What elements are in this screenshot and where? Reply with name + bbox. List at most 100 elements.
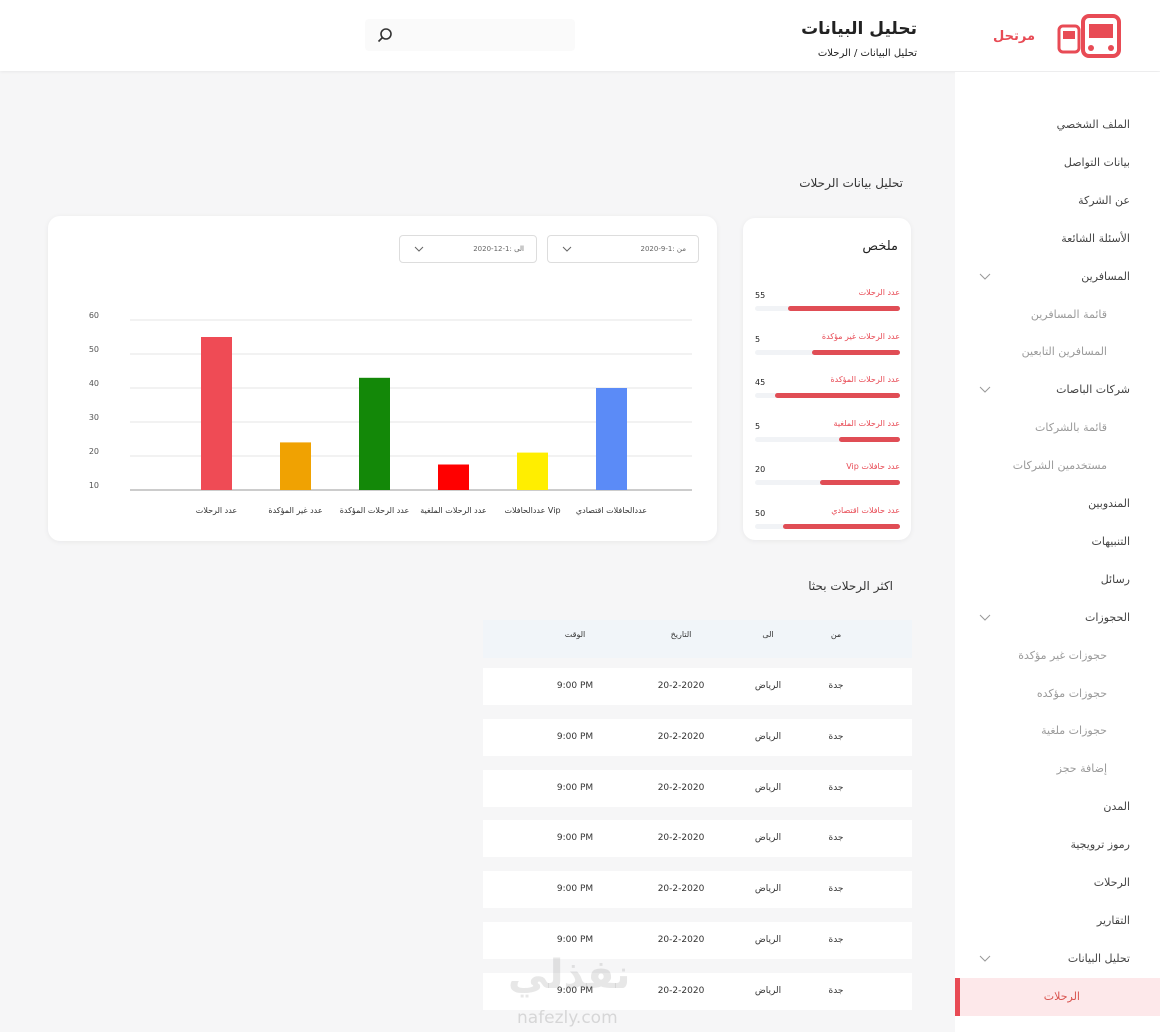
search-icon xyxy=(377,28,392,43)
nav-label: الملف الشخصي xyxy=(1056,118,1130,131)
nav-subitem[interactable]: قائمة بالشركات xyxy=(955,409,1160,447)
section-title: تحليل بيانات الرحلات xyxy=(799,176,903,190)
nav-subitem[interactable]: حجوزات غير مؤكدة xyxy=(955,637,1160,675)
table-cell: جدة xyxy=(828,985,844,996)
date-from[interactable]: من :1-9-2020 xyxy=(547,235,699,263)
search-box[interactable] xyxy=(365,19,575,51)
summary-value: 55 xyxy=(755,291,766,300)
table-cell: جدة xyxy=(828,935,844,945)
table-cell: 20-2-2020 xyxy=(657,782,705,793)
table-cell: 9:00 PM xyxy=(556,833,594,844)
column-header: التاريخ xyxy=(670,630,692,639)
nav-subitem[interactable]: الرحلات xyxy=(955,977,1160,1016)
y-tick-label: 60 xyxy=(89,311,99,320)
breadcrumb[interactable]: تحليل البيانات / الرحلات xyxy=(817,48,917,59)
chevron xyxy=(979,614,991,621)
x-tick-label: عددالحافلات اقتصادي xyxy=(576,506,647,515)
date-to[interactable]: الى :1-12-2020 xyxy=(399,235,537,263)
nav-label: التنبيهات xyxy=(1091,534,1130,548)
summary-title: ملخص xyxy=(862,239,898,254)
table-row[interactable]: جدة الرياض 20-2-2020 9:00 PM xyxy=(483,668,912,705)
summary-label: عدد الرحلات xyxy=(858,288,900,297)
y-tick-label: 40 xyxy=(89,379,99,388)
chevron xyxy=(979,955,991,962)
nav-item[interactable]: التقارير xyxy=(955,902,1160,940)
summary-label: عدد حافلات Vip xyxy=(846,462,900,472)
nav-item[interactable]: التنبيهات xyxy=(955,523,1160,561)
table-cell: الرياض xyxy=(754,935,782,945)
nav-item[interactable]: عن الشركة xyxy=(955,182,1160,220)
y-tick-label: 10 xyxy=(89,481,99,490)
table-row[interactable]: جدة الرياض 20-2-2020 9:00 PM xyxy=(483,769,912,807)
nav-subitem[interactable]: مستخدمين الشركات xyxy=(955,447,1160,485)
column-header: الوقت xyxy=(564,630,586,639)
nav-label: رموز ترويجية xyxy=(1070,838,1130,852)
table-row[interactable]: جدة الرياض 20-2-2020 9:00 PM xyxy=(483,972,912,1010)
table-cell: الرياض xyxy=(754,782,782,793)
nav-sublabel: قائمة بالشركات xyxy=(1034,421,1107,435)
chevron xyxy=(979,386,991,394)
bar xyxy=(517,452,548,490)
nav-sublabel: إضافة حجز xyxy=(1056,762,1107,776)
table-cell: الرياض xyxy=(754,681,782,691)
table-row[interactable]: جدة الرياض 20-2-2020 9:00 PM xyxy=(483,922,912,959)
table-row[interactable]: جدة الرياض 20-2-2020 9:00 PM xyxy=(483,820,912,858)
chevron xyxy=(979,273,991,280)
table-cell: 9:00 PM xyxy=(556,681,594,691)
y-tick-label: 20 xyxy=(89,447,99,456)
date-from-label: من :1-9-2020 xyxy=(640,245,687,253)
nav-item[interactable]: الرحلات xyxy=(955,864,1160,902)
table-cell: 9:00 PM xyxy=(556,935,594,945)
table-row[interactable]: جدة الرياض 20-2-2020 9:00 PM xyxy=(483,871,912,909)
column-header: الى xyxy=(762,630,774,639)
table-cell: 20-2-2020 xyxy=(657,985,705,996)
table-cell: الرياض xyxy=(754,731,782,742)
nav-subitem[interactable]: إضافة حجز xyxy=(955,750,1160,788)
progress-bar xyxy=(839,436,900,442)
table-row[interactable]: جدة الرياض 20-2-2020 9:00 PM xyxy=(483,718,912,756)
table-cell: 9:00 PM xyxy=(556,731,594,742)
table-cell: الرياض xyxy=(754,985,782,996)
summary-value: 20 xyxy=(755,465,766,475)
nav-item[interactable]: المدن xyxy=(955,788,1160,826)
nav-item[interactable]: المندوبين xyxy=(955,485,1160,523)
chevron-line xyxy=(979,955,991,962)
nav-subitem[interactable]: حجوزات ملغية xyxy=(955,712,1160,750)
chevron-line xyxy=(979,614,991,621)
table-cell: 9:00 PM xyxy=(556,782,594,793)
nav-item[interactable]: الأسئلة الشائعة xyxy=(955,220,1160,258)
table-cell: 20-2-2020 xyxy=(657,935,705,945)
progress-bar xyxy=(775,393,900,399)
progress-bar xyxy=(782,524,900,529)
nav-subitem[interactable]: المسافرين التابعين xyxy=(955,333,1160,371)
nav-sublabel: مستخدمين الشركات xyxy=(1012,459,1107,473)
summary-label: عدد الرحلات الملغية xyxy=(833,418,900,428)
nav-label: المدن xyxy=(1103,800,1130,814)
nav-item[interactable]: تحليل البيانات xyxy=(955,940,1160,978)
nav-item[interactable]: رسائل xyxy=(955,561,1160,599)
header: مرتحل تحليل البيانات تحليل البيانات / ال… xyxy=(0,0,1160,71)
y-tick-label: 30 xyxy=(89,413,99,422)
nav-sublabel: حجوزات ملغية xyxy=(1041,724,1107,738)
x-tick-label: Vip عددالحافلات xyxy=(504,506,560,515)
nav-item[interactable]: رموز ترويجية xyxy=(955,826,1160,864)
table-cell: 20-2-2020 xyxy=(657,731,705,742)
summary-value: 50 xyxy=(755,509,766,518)
table-cell: 9:00 PM xyxy=(556,985,594,996)
nav-sublabel: حجوزات مؤكده xyxy=(1036,686,1107,700)
nav-label: المسافرين xyxy=(1081,269,1130,283)
nav-item[interactable]: الحجوزات xyxy=(955,599,1160,637)
nav-subitem[interactable]: حجوزات مؤكده xyxy=(955,675,1160,713)
logo-icon xyxy=(1057,14,1121,58)
watermark-site: nafezly.com xyxy=(517,1008,618,1028)
summary-value: 5 xyxy=(755,334,761,344)
nav-item[interactable]: شركات الباصات xyxy=(955,371,1160,409)
nav-item[interactable]: المسافرين xyxy=(955,258,1160,296)
bar xyxy=(438,464,469,490)
table-cell: 20-2-2020 xyxy=(657,833,705,844)
table-cell: جدة xyxy=(828,782,844,793)
nav-subitem[interactable]: قائمة المسافرين xyxy=(955,296,1160,334)
nav-item[interactable]: بيانات التواصل xyxy=(955,144,1160,182)
nav-item[interactable]: الملف الشخصي xyxy=(955,106,1160,144)
bar xyxy=(280,442,311,490)
